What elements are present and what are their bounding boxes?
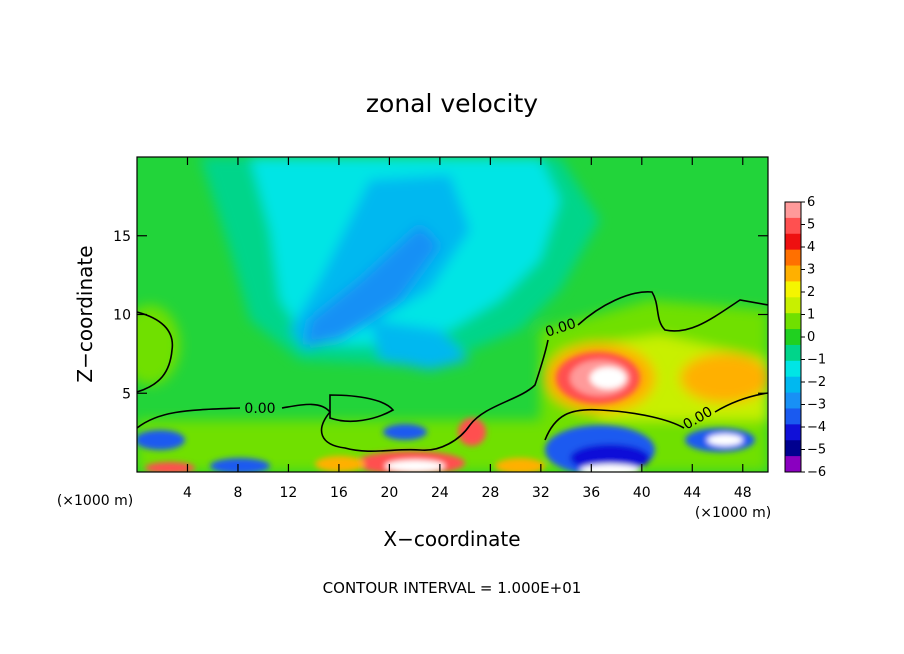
- colorbar-swatch: [785, 424, 801, 441]
- colorbar: 6 5 4 3 2 1 0 −1 −2 −3 −4 −5 −6: [784, 195, 826, 480]
- colorbar-swatch: [785, 440, 801, 457]
- x-tick-label: 12: [280, 485, 298, 501]
- x-tick-label: 4: [183, 485, 192, 501]
- x-tick-label: 28: [481, 485, 499, 501]
- y-axis-label: Z−coordinate: [73, 245, 97, 382]
- colorbar-label: 4: [807, 240, 815, 255]
- colorbar-label: −4: [807, 420, 826, 435]
- x-tick-label: 24: [431, 485, 449, 501]
- colorbar-label: −1: [807, 353, 826, 368]
- velocity-field: 0.00 0.00 0.00: [137, 157, 768, 472]
- chart-title: zonal velocity: [366, 89, 538, 118]
- x-axis-label: X−coordinate: [383, 527, 520, 551]
- colorbar-label: −3: [807, 398, 826, 413]
- colorbar-swatch: [785, 376, 801, 394]
- colorbar-swatch: [785, 313, 801, 330]
- contour-interval-note: CONTOUR INTERVAL = 1.000E+01: [323, 579, 582, 597]
- x-tick-label: 36: [582, 485, 600, 501]
- colorbar-swatch: [785, 456, 801, 473]
- colorbar-label: 3: [807, 263, 815, 278]
- y-unit-label: (×1000 m): [57, 493, 133, 509]
- colorbar-swatch: [785, 217, 801, 235]
- x-tick-label: 44: [683, 485, 701, 501]
- x-tick-label: 16: [330, 485, 348, 501]
- x-unit-label: (×1000 m): [695, 505, 771, 521]
- x-tick-label: 48: [734, 485, 752, 501]
- colorbar-swatch: [785, 249, 801, 267]
- colorbar-label: 0: [807, 330, 815, 345]
- contour-label: 0.00: [244, 401, 275, 417]
- colorbar-swatch: [785, 281, 801, 298]
- colorbar-swatch: [785, 329, 801, 346]
- y-axis: 5 10 15: [113, 229, 768, 402]
- x-tick-label: 40: [633, 485, 651, 501]
- colorbar-swatch: [785, 265, 801, 282]
- colorbar-swatch: [785, 360, 801, 378]
- colorbar-swatch: [785, 297, 801, 314]
- y-tick-label: 15: [113, 229, 131, 245]
- x-tick-label: 32: [532, 485, 550, 501]
- y-tick-label: 10: [113, 308, 131, 324]
- colorbar-label: 1: [807, 308, 815, 323]
- colorbar-swatch: [785, 233, 801, 251]
- colorbar-label: 2: [807, 285, 815, 300]
- field-features: [137, 352, 755, 472]
- x-tick-label: 8: [233, 485, 242, 501]
- y-tick-label: 5: [122, 386, 131, 402]
- colorbar-swatch: [785, 392, 801, 409]
- colorbar-label: −2: [807, 375, 826, 390]
- colorbar-label: −5: [807, 443, 826, 458]
- colorbar-swatch: [785, 344, 801, 362]
- colorbar-label: 6: [807, 195, 815, 210]
- colorbar-swatch: [785, 202, 801, 219]
- colorbar-swatch: [785, 408, 801, 425]
- colorbar-label: −6: [807, 465, 826, 480]
- x-tick-label: 20: [380, 485, 398, 501]
- zero-contours: [137, 291, 768, 452]
- x-axis: 4 8 12 16 20 24 28 32 36 40 44 48: [183, 157, 752, 501]
- colorbar-label: 5: [807, 218, 815, 233]
